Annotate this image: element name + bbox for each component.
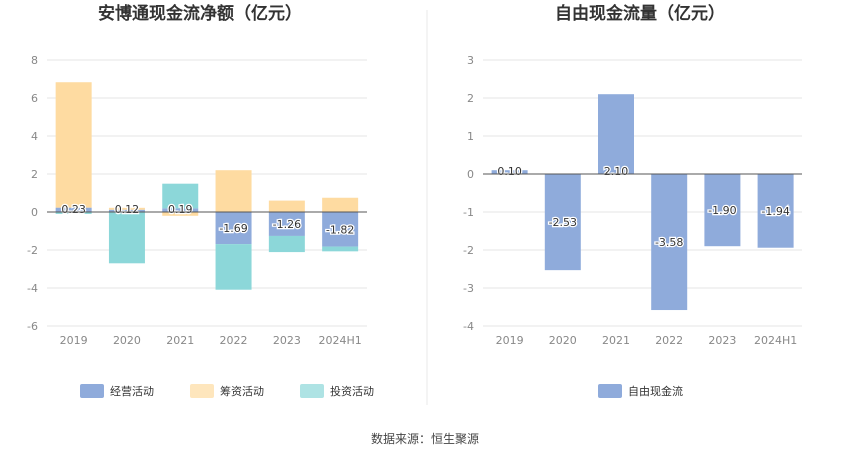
bar-筹资活动-2023 <box>268 200 305 212</box>
x-tick-label: 2020 <box>549 334 577 347</box>
legend-label: 自由现金流 <box>628 384 683 398</box>
x-tick-label: 2019 <box>496 334 524 347</box>
data-label: 0.19 <box>168 203 193 216</box>
bar-筹资活动-2024H1 <box>322 197 359 212</box>
bar-自由现金流-2022 <box>651 174 688 311</box>
y-tick-label: -1 <box>463 206 474 219</box>
bar-自由现金流-2023 <box>704 174 741 247</box>
y-tick-label: -6 <box>27 320 38 333</box>
bar-投资活动-2021 <box>162 183 199 209</box>
x-tick-label: 2024H1 <box>319 334 362 347</box>
chart-title: 自由现金流量（亿元） <box>555 3 725 24</box>
bar-投资活动-2024H1 <box>322 246 359 252</box>
data-label: -1.26 <box>273 218 301 231</box>
x-tick-label: 2022 <box>655 334 683 347</box>
legend-swatch <box>598 384 622 398</box>
y-tick-label: -2 <box>27 244 38 257</box>
y-tick-label: 0 <box>467 168 474 181</box>
y-tick-label: 4 <box>31 130 38 143</box>
legend-label: 投资活动 <box>330 384 374 398</box>
y-tick-label: -4 <box>463 320 474 333</box>
legend-label: 经营活动 <box>110 384 154 398</box>
bar-投资活动-2019 <box>55 212 92 214</box>
y-tick-label: 0 <box>31 206 38 219</box>
legend-swatch <box>190 384 214 398</box>
y-tick-label: 3 <box>467 54 474 67</box>
bar-经营活动-2021 <box>162 208 199 212</box>
x-tick-label: 2020 <box>113 334 141 347</box>
legend-swatch <box>80 384 104 398</box>
x-tick-label: 2024H1 <box>754 334 797 347</box>
bar-自由现金流-2020 <box>544 174 581 271</box>
y-tick-label: -4 <box>27 282 38 295</box>
data-label: -2.53 <box>549 216 577 229</box>
bar-自由现金流-2024H1 <box>757 174 794 248</box>
x-tick-label: 2021 <box>602 334 630 347</box>
bar-投资活动-2022 <box>215 244 252 290</box>
free-cash-flow-chart: 自由现金流量（亿元） -4 -3 -2 -1 0 1 2 3 2019 0.10 2020 -2.53… <box>463 3 802 398</box>
x-tick-label: 2023 <box>273 334 301 347</box>
x-tick-label: 2021 <box>166 334 194 347</box>
x-tick-label: 2022 <box>220 334 248 347</box>
data-label: -1.94 <box>761 205 789 218</box>
bar-筹资活动-2020 <box>108 207 145 210</box>
y-tick-label: 2 <box>31 168 38 181</box>
y-tick-label: 6 <box>31 92 38 105</box>
data-label: -3.58 <box>655 236 683 249</box>
data-label: 0.12 <box>115 203 140 216</box>
y-tick-label: 8 <box>31 54 38 67</box>
data-source-note: 数据来源：恒生聚源 <box>371 431 479 446</box>
bar-自由现金流-2021 <box>598 94 634 174</box>
x-tick-label: 2023 <box>708 334 736 347</box>
data-label: -1.90 <box>708 204 736 217</box>
legend-swatch <box>300 384 324 398</box>
data-label: 0.10 <box>497 165 522 178</box>
bar-经营活动-2024H1 <box>322 212 359 247</box>
x-tick-label: 2019 <box>60 334 88 347</box>
legend-label: 筹资活动 <box>220 384 264 398</box>
bar-筹资活动-2019 <box>55 82 92 208</box>
y-tick-label: 1 <box>467 130 474 143</box>
y-tick-label: -2 <box>463 244 474 257</box>
y-tick-label: -3 <box>463 282 474 295</box>
bar-投资活动-2020 <box>108 212 145 264</box>
data-label: -1.69 <box>219 222 247 235</box>
bar-投资活动-2023 <box>268 235 305 253</box>
bar-经营活动-2019 <box>55 207 92 212</box>
bar-经营活动-2020 <box>108 209 145 212</box>
data-label: -1.82 <box>326 223 354 236</box>
bar-经营活动-2022 <box>215 212 252 245</box>
data-label: 2.10 <box>604 165 629 178</box>
bar-自由现金流-2019 <box>491 170 528 174</box>
y-tick-label: 2 <box>467 92 474 105</box>
bar-筹资活动-2022 <box>215 170 252 212</box>
bar-经营活动-2023 <box>268 212 305 236</box>
data-label: 0.23 <box>61 203 86 216</box>
bar-筹资活动-2021 <box>162 212 199 216</box>
cash-flow-chart: 安博通现金流净额（亿元） -6 -4 -2 0 2 4 6 8 2019 0.23 2020 0.12… <box>27 3 374 398</box>
chart-title: 安博通现金流净额（亿元） <box>98 3 302 24</box>
